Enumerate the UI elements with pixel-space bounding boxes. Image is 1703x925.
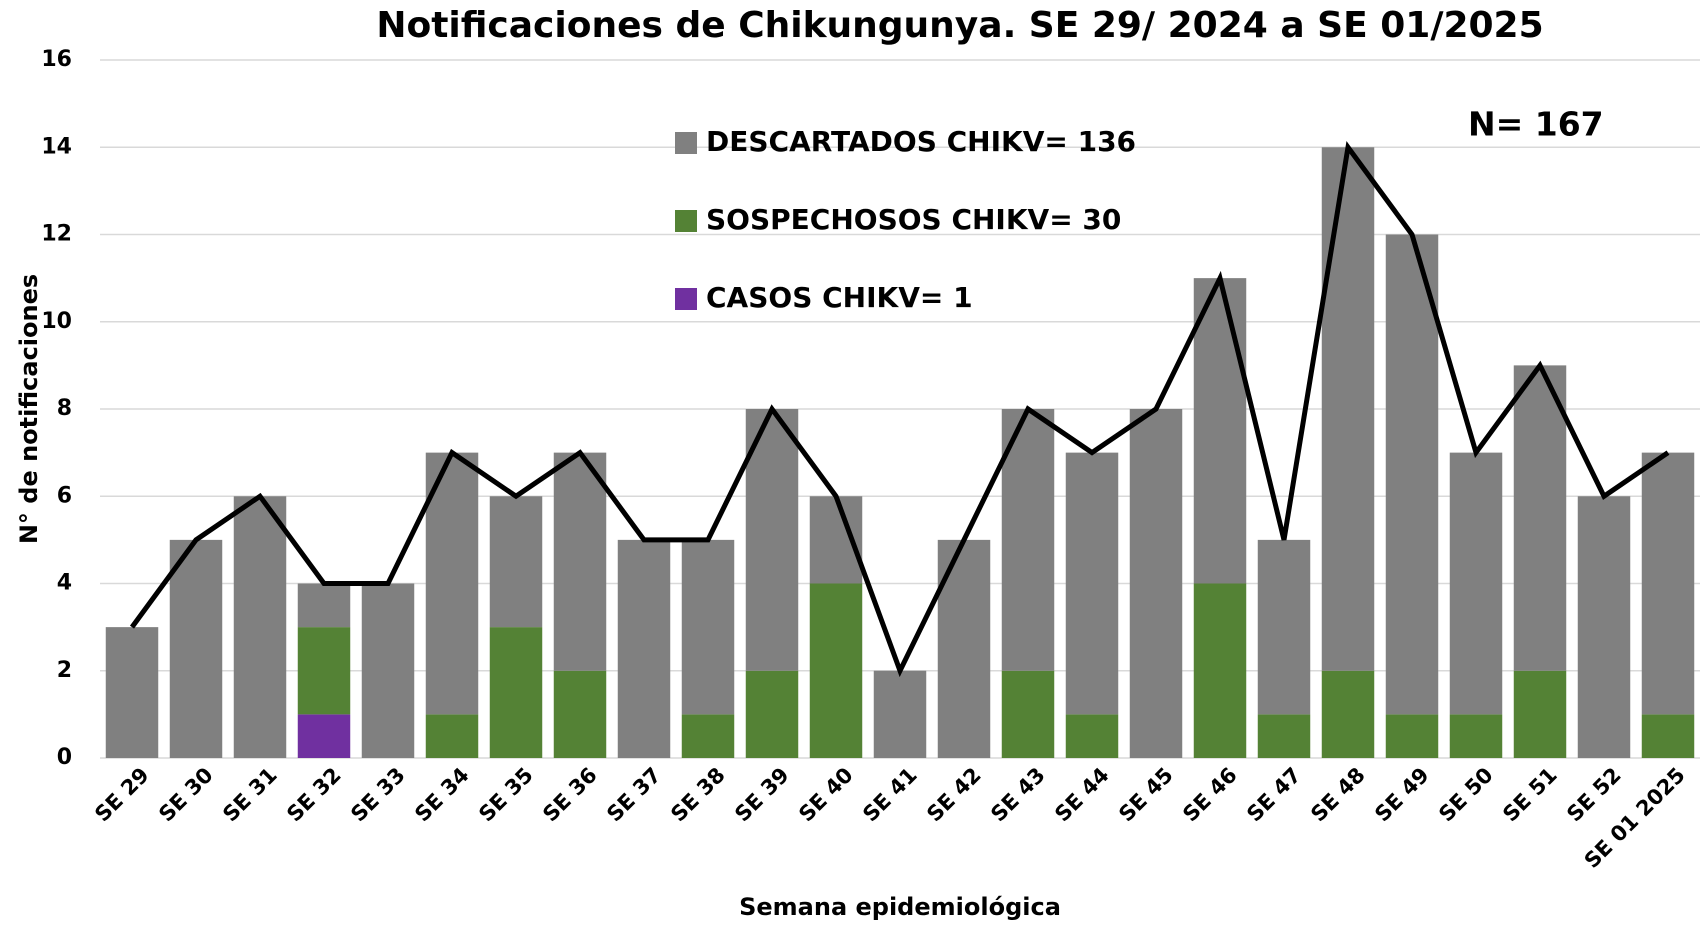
y-tick-label: 0 xyxy=(57,745,72,770)
bar-segment xyxy=(1001,409,1055,671)
x-tick-label: SE 32 xyxy=(282,763,346,827)
bar-segment xyxy=(553,452,607,671)
x-tick-label: SE 45 xyxy=(1114,763,1178,827)
y-tick-label: 16 xyxy=(41,47,72,72)
bar-segment xyxy=(1449,452,1503,715)
x-tick-label: SE 44 xyxy=(1050,763,1114,827)
bar-segment xyxy=(1385,714,1439,758)
bar-segment xyxy=(1385,234,1439,715)
x-tick-label: SE 29 xyxy=(90,763,154,827)
x-tick-label: SE 43 xyxy=(986,763,1050,827)
legend-swatch xyxy=(675,210,697,232)
bar-segment xyxy=(1513,365,1567,671)
x-axis-label: Semana epidemiológica xyxy=(739,893,1061,921)
x-tick-label: SE 51 xyxy=(1498,763,1562,827)
legend-label: DESCARTADOS CHIKV= 136 xyxy=(706,125,1136,158)
x-tick-label: SE 36 xyxy=(538,763,602,827)
bar-segment xyxy=(1065,714,1119,758)
bar-segment xyxy=(1129,409,1183,758)
bar-segment xyxy=(809,583,863,758)
bar-segment xyxy=(169,539,223,758)
x-tick-label: SE 48 xyxy=(1306,763,1370,827)
x-tick-label: SE 35 xyxy=(474,763,538,827)
bar-segment xyxy=(425,452,479,715)
bar-segment xyxy=(1321,670,1375,758)
bar-segment xyxy=(297,627,351,715)
x-tick-label: SE 31 xyxy=(218,763,282,827)
bar-segment xyxy=(681,539,735,715)
x-tick-label: SE 30 xyxy=(154,763,218,827)
bar-segment xyxy=(1001,670,1055,758)
y-tick-label: 6 xyxy=(57,483,72,508)
bar-segment xyxy=(617,539,671,758)
bar-segment xyxy=(745,409,799,671)
bar-segment xyxy=(1513,670,1567,758)
bar-segment xyxy=(1321,147,1375,671)
x-tick-label: SE 40 xyxy=(794,763,858,827)
bar-segment xyxy=(297,583,351,628)
legend-label: CASOS CHIKV= 1 xyxy=(706,281,973,314)
y-tick-label: 2 xyxy=(57,658,72,683)
y-tick-label: 14 xyxy=(41,134,72,159)
bar-segment xyxy=(1257,714,1311,758)
legend-label: SOSPECHOSOS CHIKV= 30 xyxy=(706,203,1121,236)
bar-segment xyxy=(1449,714,1503,758)
legend-swatch xyxy=(675,288,697,310)
bar-segment xyxy=(873,670,927,758)
x-tick-label: SE 42 xyxy=(922,763,986,827)
x-tick-label: SE 47 xyxy=(1242,763,1306,827)
x-tick-label: SE 38 xyxy=(666,763,730,827)
annotation: N= 167 xyxy=(1468,105,1604,144)
x-tick-label: SE 34 xyxy=(410,763,474,827)
y-tick-label: 12 xyxy=(41,222,72,247)
bar-segment xyxy=(553,670,607,758)
chart-title: Notificaciones de Chikungunya. SE 29/ 20… xyxy=(376,5,1543,46)
bar-segment xyxy=(489,496,543,628)
x-tick-label: SE 41 xyxy=(858,763,922,827)
y-axis-label: N° de notificaciones xyxy=(15,274,43,544)
legend-swatch xyxy=(675,132,697,154)
x-tick-label: SE 33 xyxy=(346,763,410,827)
bar-segment xyxy=(1641,452,1695,715)
x-tick-label: SE 39 xyxy=(730,763,794,827)
bar-segment xyxy=(1193,278,1247,584)
total-line xyxy=(129,140,1670,678)
bar-segment xyxy=(1257,539,1311,715)
y-tick-label: 8 xyxy=(57,396,72,421)
bar-segment xyxy=(105,627,159,758)
bar-segment xyxy=(361,583,415,758)
bar-segment xyxy=(1065,452,1119,715)
bar-segment xyxy=(425,714,479,758)
bar-segment xyxy=(489,627,543,758)
bar-segment xyxy=(233,496,287,758)
y-tick-label: 10 xyxy=(41,309,72,334)
x-tick-label: SE 46 xyxy=(1178,763,1242,827)
bar-segment xyxy=(1577,496,1631,758)
bar-segment xyxy=(681,714,735,758)
x-tick-label: SE 37 xyxy=(602,763,666,827)
x-tick-label: SE 50 xyxy=(1434,763,1498,827)
bar-segment xyxy=(297,714,351,758)
bar-segment xyxy=(1641,714,1695,758)
bar-segment xyxy=(745,670,799,758)
y-tick-label: 4 xyxy=(57,571,72,596)
x-tick-label: SE 49 xyxy=(1370,763,1434,827)
bar-segment xyxy=(1193,583,1247,758)
x-tick-label: SE 52 xyxy=(1562,763,1626,827)
